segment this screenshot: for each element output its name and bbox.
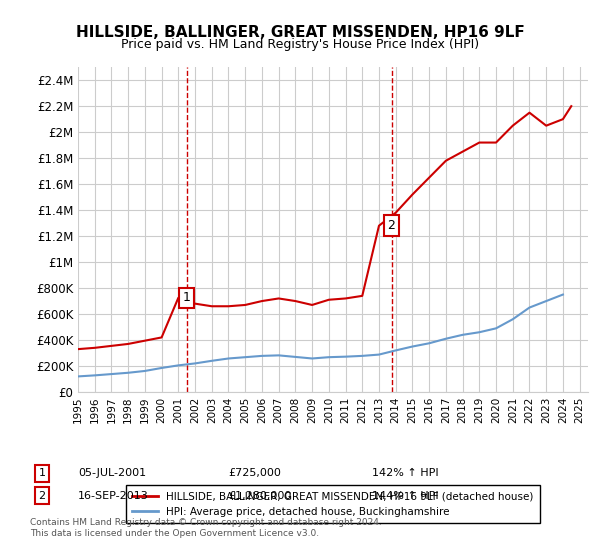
Text: Price paid vs. HM Land Registry's House Price Index (HPI): Price paid vs. HM Land Registry's House … [121,38,479,50]
Text: 05-JUL-2001: 05-JUL-2001 [78,468,146,478]
Text: 1: 1 [183,291,191,304]
Text: 144% ↑ HPI: 144% ↑ HPI [372,491,439,501]
Legend: HILLSIDE, BALLINGER, GREAT MISSENDEN, HP16 9LF (detached house), HPI: Average pr: HILLSIDE, BALLINGER, GREAT MISSENDEN, HP… [126,486,540,523]
Text: 2: 2 [388,219,395,232]
Text: £1,280,000: £1,280,000 [228,491,292,501]
Text: Contains HM Land Registry data © Crown copyright and database right 2024.
This d: Contains HM Land Registry data © Crown c… [30,518,382,538]
Text: 142% ↑ HPI: 142% ↑ HPI [372,468,439,478]
Text: 16-SEP-2013: 16-SEP-2013 [78,491,149,501]
Text: 1: 1 [38,468,46,478]
Text: £725,000: £725,000 [228,468,281,478]
Text: 2: 2 [38,491,46,501]
Text: HILLSIDE, BALLINGER, GREAT MISSENDEN, HP16 9LF: HILLSIDE, BALLINGER, GREAT MISSENDEN, HP… [76,25,524,40]
